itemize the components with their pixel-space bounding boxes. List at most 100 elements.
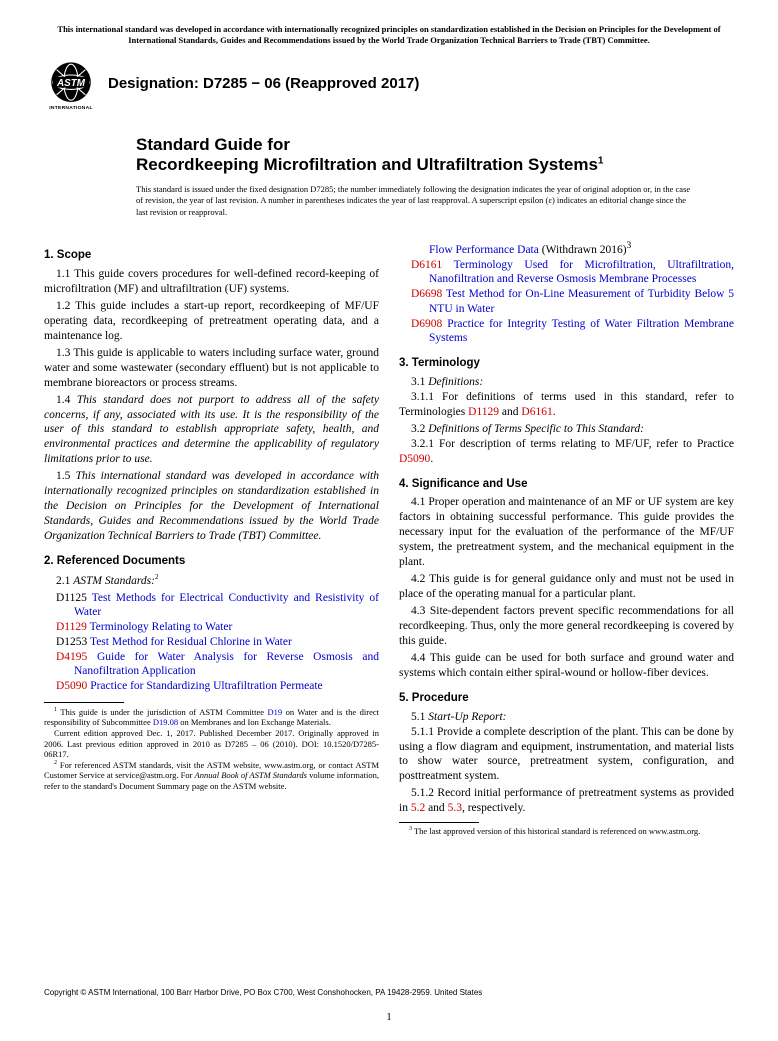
ref-title-link[interactable]: Guide for Water Analysis for Reverse Osm… [74,651,379,678]
svg-text:ASTM: ASTM [56,78,86,89]
ref-code-link[interactable]: D4195 [56,651,87,663]
page-number: 1 [0,1011,778,1023]
left-column: 1. Scope 1.1 This guide covers procedure… [44,238,379,837]
significance-heading: 4. Significance and Use [399,477,734,492]
fn-text: on Membranes and Ion Exchange Materials. [178,717,331,727]
ref-item: D6908 Practice for Integrity Testing of … [399,317,734,346]
sub-italic: ASTM Standards: [73,575,155,587]
sub-num: 2.1 [56,575,73,587]
para-1-5-body: This international standard was develope… [44,470,379,542]
designation-row: ASTM INTERNATIONAL Designation: D7285 − … [44,57,734,111]
para-text: 3.2.1 For description of terms relating … [411,438,734,450]
ref-item: D5090 Practice for Standardizing Ultrafi… [44,679,379,694]
scope-heading: 1. Scope [44,248,379,263]
para-5-1-1: 5.1.1 Provide a complete description of … [399,725,734,785]
sub-num: 3.1 [411,376,428,388]
ref-title-link[interactable]: Test Method for Residual Chlorine in Wat… [90,636,292,648]
footnote-divider [44,702,124,703]
inline-link[interactable]: D1129 [468,406,499,418]
right-column: Flow Performance Data (Withdrawn 2016) 3 … [399,238,734,837]
inline-link[interactable]: 5.3 [448,802,462,814]
footnote-1b: Current edition approved Dec. 1, 2017. P… [44,728,379,760]
ref-title-link[interactable]: Test Method for On-Line Measurement of T… [429,288,734,315]
sub-italic: Start-Up Report: [428,711,506,723]
ref-code-link[interactable]: D6698 [411,288,442,300]
ref-title-link[interactable]: Test Methods for Electrical Conductivity… [74,592,379,619]
para-1-3: 1.3 This guide is applicable to waters i… [44,346,379,391]
astm-logo: ASTM INTERNATIONAL [44,57,98,111]
ref-item: D1253 Test Method for Residual Chlorine … [44,635,379,650]
footnote-divider-right [399,822,479,823]
sub-italic: Definitions: [428,376,483,388]
para-text: 3.1.1 For definitions of terms used in t… [399,391,734,418]
sub-italic: Definitions of Terms Specific to This St… [428,423,644,435]
para-4-4: 4.4 This guide can be used for both surf… [399,651,734,681]
title-superscript: 1 [598,156,604,167]
para-1-2: 1.2 This guide includes a start-up repor… [44,299,379,344]
designation-text: Designation: D7285 − 06 (Reapproved 2017… [108,75,419,92]
ref-title-link[interactable]: Practice for Integrity Testing of Water … [429,318,734,345]
ref-suffix: (Withdrawn 2016) [539,244,627,256]
ref-code-link[interactable]: D6161 [411,259,442,271]
para-1-4-num: 1.4 [56,394,77,406]
procedure-heading: 5. Procedure [399,691,734,706]
inline-link[interactable]: 5.2 [411,802,425,814]
header-note: This international standard was develope… [44,24,734,47]
para-text: . [430,453,433,465]
para-1-4-body: This standard does not purport to addres… [44,394,379,466]
footnotes-left: 1 This guide is under the jurisdiction o… [44,707,379,792]
copyright-notice: Copyright © ASTM International, 100 Barr… [44,988,734,997]
title-line2: Recordkeeping Microfiltration and Ultraf… [136,155,734,175]
para-1-5-num: 1.5 [56,470,76,482]
definitions-subhead: 3.1 Definitions: [399,375,734,390]
para-1-5: 1.5 This international standard was deve… [44,469,379,544]
footnote-2: 2 For referenced ASTM standards, visit t… [44,760,379,792]
definitions-specific-subhead: 3.2 Definitions of Terms Specific to Thi… [399,422,734,437]
ref-sup: 3 [627,240,632,251]
fn-text: This guide is under the jurisdiction of … [60,707,267,717]
para-5-1-2: 5.1.2 Record initial performance of pret… [399,786,734,816]
refs-heading: 2. Referenced Documents [44,554,379,569]
ref-item: D1129 Terminology Relating to Water [44,620,379,635]
issuance-note: This standard is issued under the fixed … [136,184,694,218]
startup-subhead: 5.1 Start-Up Report: [399,710,734,725]
footnote-3: 3 The last approved version of this hist… [399,826,734,837]
fn-link[interactable]: D19 [268,707,283,717]
ref-code-link[interactable]: D6908 [411,318,442,330]
para-1-4: 1.4 This standard does not purport to ad… [44,393,379,468]
para-text: and [499,406,521,418]
para-text: . [553,406,556,418]
para-1-1: 1.1 This guide covers procedures for wel… [44,267,379,297]
sub-sup: 2 [155,573,159,581]
ref-list-left: D1125 Test Methods for Electrical Conduc… [44,591,379,694]
fn-link[interactable]: D19.08 [153,717,178,727]
para-3-2-1: 3.2.1 For description of terms relating … [399,437,734,467]
ref-title-link[interactable]: Flow Performance Data [429,244,539,256]
ref-code-link[interactable]: D5090 [56,680,87,692]
ref-code-link[interactable]: D1129 [56,621,87,633]
astm-standards-subhead: 2.1 ASTM Standards:2 [44,573,379,589]
footnote-1: 1 This guide is under the jurisdiction o… [44,707,379,728]
svg-text:INTERNATIONAL: INTERNATIONAL [49,105,92,111]
sub-num: 5.1 [411,711,428,723]
inline-link[interactable]: D5090 [399,453,430,465]
body-columns: 1. Scope 1.1 This guide covers procedure… [44,238,734,837]
fn-text: The last approved version of this histor… [414,826,700,836]
ref-title-link[interactable]: Practice for Standardizing Ultrafiltrati… [90,680,322,692]
ref-code: D1253 [56,636,87,648]
ref-code: D1125 [56,592,87,604]
para-4-1: 4.1 Proper operation and maintenance of … [399,495,734,570]
title-line1: Standard Guide for [136,135,734,155]
para-text: , respectively. [462,802,525,814]
ref-title-link[interactable]: Terminology Used for Microfiltration, Ul… [429,259,734,286]
inline-link[interactable]: D6161 [521,406,552,418]
ref-list-right: Flow Performance Data (Withdrawn 2016)3 … [399,240,734,346]
ref-title-link[interactable]: Terminology Relating to Water [90,621,233,633]
title-main-text: Recordkeeping Microfiltration and Ultraf… [136,155,598,174]
footnotes-right: 3 The last approved version of this hist… [399,826,734,837]
title-block: Standard Guide for Recordkeeping Microfi… [136,135,734,176]
ref-item: D6161 Terminology Used for Microfiltrati… [399,258,734,287]
fn-italic: Annual Book of ASTM Standards [195,770,307,780]
sub-num: 3.2 [411,423,428,435]
ref-item: D1125 Test Methods for Electrical Conduc… [44,591,379,620]
